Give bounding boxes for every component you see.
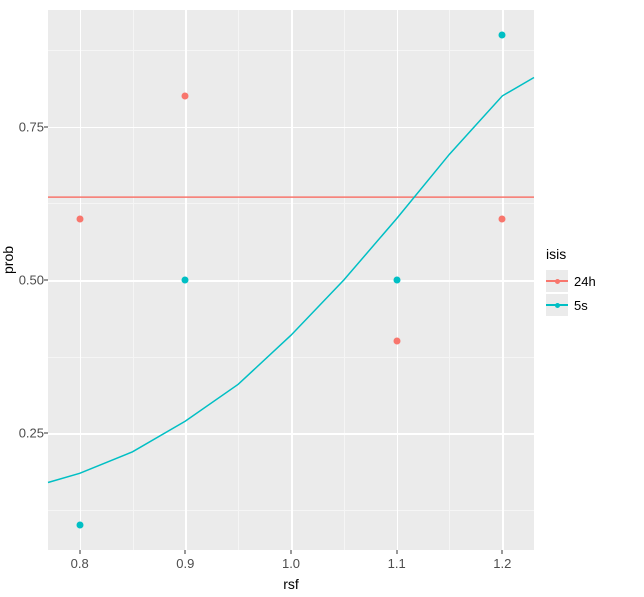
legend-label: 24h (574, 274, 596, 289)
y-tick-label: 0.50 (4, 273, 44, 288)
y-tick-mark (44, 433, 48, 434)
legend-title: isis (546, 246, 596, 262)
data-point (182, 92, 189, 99)
x-tick-mark (502, 550, 503, 554)
chart-container: prob rsf isis 24h 5s (0, 0, 644, 597)
y-tick-mark (44, 126, 48, 127)
data-point (182, 277, 189, 284)
series-line (48, 78, 534, 483)
legend-point-glyph (555, 279, 560, 284)
x-tick-mark (396, 550, 397, 554)
x-tick-mark (291, 550, 292, 554)
x-tick-label: 0.9 (176, 556, 194, 571)
data-point (76, 522, 83, 529)
legend-key (546, 294, 568, 316)
legend-item: 24h (546, 270, 596, 292)
x-tick-label: 1.0 (282, 556, 300, 571)
plot-area (48, 10, 534, 550)
x-tick-label: 1.2 (493, 556, 511, 571)
legend-item: 5s (546, 294, 596, 316)
data-point (393, 277, 400, 284)
y-tick-label: 0.75 (4, 119, 44, 134)
legend-label: 5s (574, 298, 588, 313)
x-axis-title: rsf (283, 576, 299, 592)
data-point (393, 338, 400, 345)
data-point (76, 215, 83, 222)
x-tick-label: 0.8 (71, 556, 89, 571)
y-tick-mark (44, 280, 48, 281)
data-point (499, 215, 506, 222)
legend-key (546, 270, 568, 292)
data-point (499, 31, 506, 38)
x-tick-mark (185, 550, 186, 554)
y-axis-title: prob (0, 246, 16, 274)
legend: isis 24h 5s (546, 246, 596, 318)
legend-point-glyph (555, 303, 560, 308)
lines-layer (48, 10, 534, 550)
x-tick-mark (79, 550, 80, 554)
x-tick-label: 1.1 (388, 556, 406, 571)
y-tick-label: 0.25 (4, 426, 44, 441)
